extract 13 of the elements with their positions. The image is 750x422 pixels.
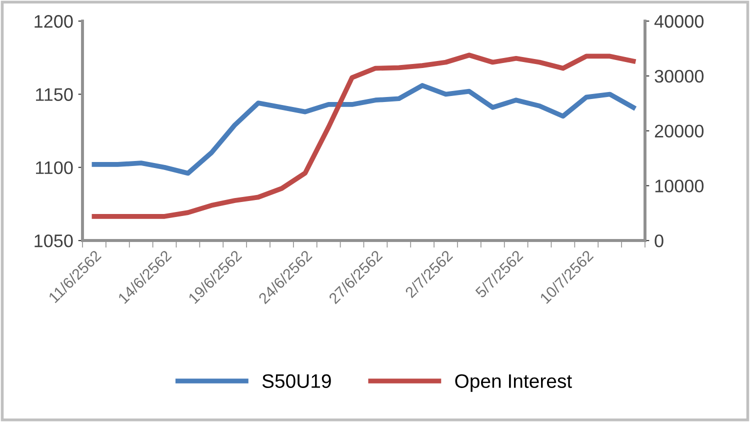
- legend-label: Open Interest: [455, 374, 572, 392]
- line-series: [92, 83, 636, 176]
- y-tick-label: 1200: [34, 15, 73, 28]
- y-tick-label: 1150: [36, 88, 73, 101]
- y2-tick-label: 0: [654, 234, 664, 248]
- line-series: [92, 52, 636, 219]
- y-tick-label: 1050: [34, 234, 73, 248]
- y2-tick-label: 30000: [654, 70, 704, 83]
- legend-label: S50U19: [262, 374, 331, 388]
- y2-tick-label: 20000: [654, 124, 704, 138]
- y-tick-label: 1100: [36, 161, 73, 174]
- y2-tick-label: 10000: [655, 180, 704, 192]
- y2-tick-label: 40000: [654, 15, 704, 28]
